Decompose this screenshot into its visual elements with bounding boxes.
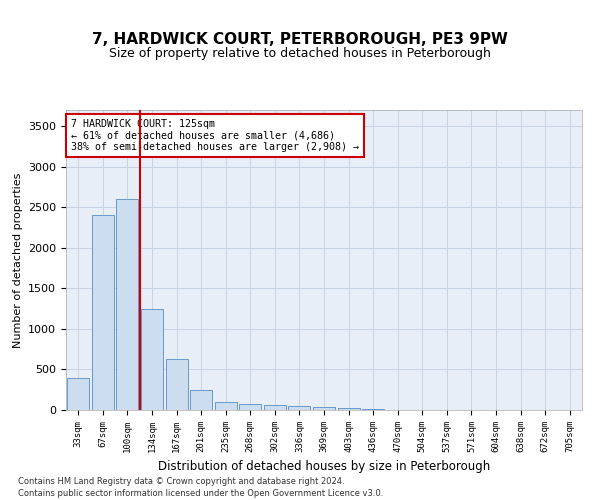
Y-axis label: Number of detached properties: Number of detached properties: [13, 172, 23, 348]
Bar: [362, 409, 384, 410]
Bar: [116, 199, 139, 410]
Bar: [141, 308, 163, 410]
Bar: [313, 407, 335, 410]
Text: Size of property relative to detached houses in Peterborough: Size of property relative to detached ho…: [109, 48, 491, 60]
Text: 7 HARDWICK COURT: 125sqm
← 61% of detached houses are smaller (4,686)
38% of sem: 7 HARDWICK COURT: 125sqm ← 61% of detach…: [71, 119, 359, 152]
Bar: [338, 408, 359, 410]
Bar: [264, 404, 286, 410]
X-axis label: Distribution of detached houses by size in Peterborough: Distribution of detached houses by size …: [158, 460, 490, 473]
Bar: [239, 404, 262, 410]
Bar: [92, 216, 114, 410]
Bar: [289, 406, 310, 410]
Bar: [215, 402, 237, 410]
Bar: [67, 378, 89, 410]
Bar: [190, 390, 212, 410]
Text: 7, HARDWICK COURT, PETERBOROUGH, PE3 9PW: 7, HARDWICK COURT, PETERBOROUGH, PE3 9PW: [92, 32, 508, 48]
Bar: [166, 359, 188, 410]
Text: Contains HM Land Registry data © Crown copyright and database right 2024.
Contai: Contains HM Land Registry data © Crown c…: [18, 476, 383, 498]
